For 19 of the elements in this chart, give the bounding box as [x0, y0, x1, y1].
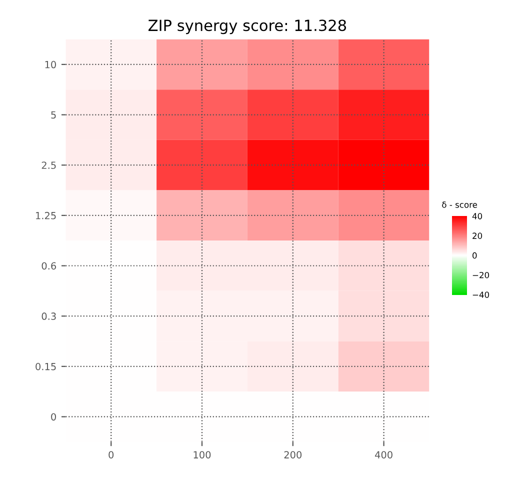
color-bar-label: −40 — [472, 292, 490, 298]
color-bar-title: δ - score — [442, 202, 477, 208]
x-tick-label: 200 — [284, 451, 302, 458]
x-tick-label: 0 — [108, 451, 114, 458]
y-tick-label: 0.15 — [36, 362, 56, 370]
chart-title: ZIP synergy score: 11.328 — [148, 20, 346, 34]
y-tick-label: 0.6 — [42, 262, 56, 270]
y-tick-label: 0.3 — [42, 312, 56, 320]
y-tick-label: 5 — [51, 111, 56, 119]
x-tick-label: 400 — [374, 451, 392, 458]
x-tick-label: 100 — [194, 451, 211, 458]
y-tick-label: 10 — [45, 60, 56, 68]
color-bar-label: 0 — [472, 252, 477, 259]
y-tick-label: 2.5 — [42, 162, 56, 169]
color-bar-label: 40 — [472, 213, 482, 220]
color-bar-label: 20 — [472, 232, 482, 239]
y-tick-label: 0 — [51, 413, 56, 421]
color-bar-label: −20 — [472, 272, 490, 278]
y-tick-label: 1.25 — [36, 212, 56, 220]
